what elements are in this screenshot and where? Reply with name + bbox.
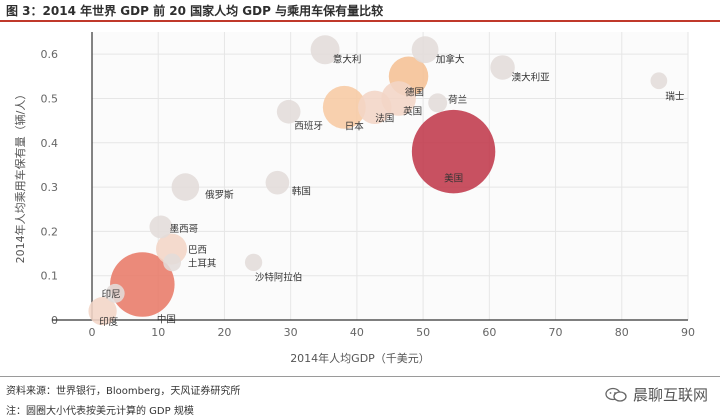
x-tick-label: 60 (482, 326, 496, 339)
y-tick-label: 0.1 (41, 270, 59, 283)
bubble-法国 (358, 90, 392, 125)
footer-divider (0, 376, 720, 377)
y-axis-label: 2014年人均乘用车保有量（辆/人） (13, 89, 27, 264)
bubble-label: 荷兰 (448, 94, 467, 106)
wechat-icon (605, 387, 627, 402)
bubble-chart: 010203040506070809000.10.20.30.40.50.6 美… (13, 32, 695, 365)
bubble-label: 瑞士 (665, 91, 685, 103)
bubble-label: 印度 (99, 316, 119, 328)
bubble-韩国 (265, 170, 290, 195)
bubble-label: 加拿大 (436, 54, 465, 66)
bubble-label: 中国 (157, 314, 176, 326)
x-tick-label: 30 (284, 326, 298, 339)
bubble-label: 日本 (345, 120, 365, 132)
y-tick-label: 0.6 (41, 48, 59, 61)
bubble-label: 印尼 (102, 288, 121, 300)
bubble-label: 澳大利亚 (512, 71, 551, 83)
x-tick-label: 70 (549, 326, 563, 339)
bubble-label: 俄罗斯 (205, 189, 234, 201)
y-tick-label: 0.5 (41, 92, 59, 105)
bubble-label: 韩国 (292, 186, 311, 198)
bubble-label: 土耳其 (188, 257, 217, 269)
x-tick-label: 0 (89, 326, 96, 339)
bubble-美国 (411, 109, 496, 194)
bubble-label: 沙特阿拉伯 (255, 271, 303, 283)
bubble-label: 西班牙 (294, 120, 323, 132)
bubble-瑞士 (650, 72, 668, 90)
source-text: 资料来源：世界银行，Bloomberg，天风证券研究所 (6, 386, 241, 397)
bubble-label: 英国 (403, 105, 422, 117)
watermark: 晨聊互联网 (605, 384, 708, 405)
bubble-label: 巴西 (188, 245, 207, 256)
y-tick-label: 0.4 (41, 137, 59, 150)
bubble-荷兰 (428, 93, 448, 113)
watermark-text: 晨聊互联网 (632, 386, 708, 404)
y-tick-label: 0.3 (41, 181, 59, 194)
figure-title: 图 3：2014 年世界 GDP 前 20 国家人均 GDP 与乘用车保有量比较 (6, 4, 384, 18)
bubble-中国 (110, 252, 175, 317)
bubble-巴西 (155, 233, 187, 265)
bubbles (88, 35, 668, 326)
figure-title-bar: 图 3：2014 年世界 GDP 前 20 国家人均 GDP 与乘用车保有量比较 (0, 0, 720, 22)
bubble-日本 (322, 85, 366, 129)
x-tick-label: 10 (151, 326, 165, 339)
x-axis-label: 2014年人均GDP（千美元） (290, 351, 430, 365)
axes: 010203040506070809000.10.20.30.40.50.6 (41, 32, 695, 339)
bubble-label: 墨西哥 (170, 224, 199, 235)
note-text: 注：圆圈大小代表按美元计算的 GDP 规模 (6, 406, 194, 417)
x-tick-label: 50 (416, 326, 430, 339)
bubble-意大利 (310, 35, 340, 65)
bubble-印尼 (105, 283, 125, 303)
bubble-西班牙 (276, 99, 301, 124)
bubble-label: 法国 (375, 112, 394, 124)
bubble-加拿大 (411, 36, 439, 64)
bubble-澳大利亚 (490, 55, 515, 80)
y-tick-label: 0.2 (41, 225, 59, 238)
bubble-俄罗斯 (171, 173, 200, 201)
x-tick-label: 40 (350, 326, 364, 339)
bubble-label: 意大利 (333, 54, 362, 66)
bubble-沙特阿拉伯 (244, 253, 263, 272)
bubble-印度 (88, 296, 117, 326)
bubble-墨西哥 (149, 215, 173, 239)
bubble-label: 美国 (444, 173, 463, 185)
x-tick-label: 20 (217, 326, 231, 339)
bubble-土耳其 (163, 253, 182, 272)
x-tick-label: 80 (615, 326, 629, 339)
bubble-label: 德国 (405, 86, 424, 98)
x-tick-label: 90 (681, 326, 695, 339)
